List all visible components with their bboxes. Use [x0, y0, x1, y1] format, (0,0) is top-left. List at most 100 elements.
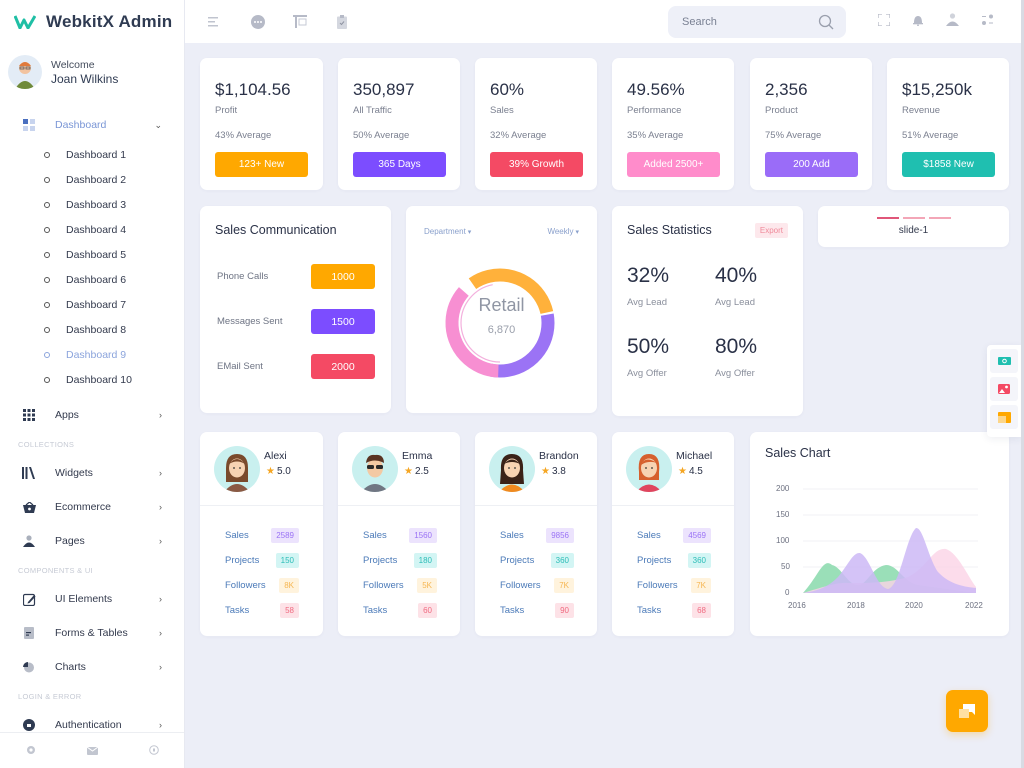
bell-icon[interactable]: [912, 13, 924, 31]
row-label: Projects: [637, 555, 672, 566]
row-value: 1560: [409, 528, 437, 543]
y-tick: 100: [776, 536, 790, 545]
chat-icon[interactable]: [251, 14, 265, 29]
star-icon: ★: [541, 466, 550, 477]
sidebar-item-ecommerce[interactable]: Ecommerce ›: [0, 490, 184, 524]
stat-button[interactable]: 39% Growth: [490, 152, 583, 177]
sidebar-item-pages[interactable]: Pages ›: [0, 524, 184, 558]
sidebar-subitem-dashboard-7[interactable]: Dashboard 7: [0, 292, 184, 317]
person-rating: ★ 5.0: [266, 466, 291, 477]
row-value: 5K: [417, 578, 437, 593]
sidebar-subitem-dashboard-2[interactable]: Dashboard 2: [0, 167, 184, 192]
stat-card-product: 2,356 Product 75% Average 200 Add: [750, 58, 872, 190]
section-label-login: LOGIN & ERROR: [18, 691, 82, 701]
sidebar-item-widgets[interactable]: Widgets ›: [0, 456, 184, 490]
avatar: [214, 446, 260, 492]
sidebar-subitem-dashboard-3[interactable]: Dashboard 3: [0, 192, 184, 217]
search-icon[interactable]: [818, 14, 834, 30]
sidebar-subitem-dashboard-8[interactable]: Dashboard 8: [0, 317, 184, 342]
clipboard-icon[interactable]: [335, 14, 349, 29]
export-button[interactable]: Export: [754, 223, 788, 238]
sales-statistics-card: Sales Statistics Export 32% Avg Lead 40%…: [612, 206, 803, 416]
sidebar-subitem-dashboard-9[interactable]: Dashboard 9: [0, 342, 184, 367]
sidebar-subitem-dashboard-6[interactable]: Dashboard 6: [0, 267, 184, 292]
slider-indicator-2[interactable]: [903, 217, 925, 219]
stat-button[interactable]: Added 2500+: [627, 152, 720, 177]
sidebar-subitem-dashboard-5[interactable]: Dashboard 5: [0, 242, 184, 267]
user-profile[interactable]: Welcome Joan Wilkins: [0, 44, 184, 100]
person-card-brandon: Brandon ★ 3.8 Sales 9856 Projects 360 Follo…: [475, 432, 597, 636]
mail-icon[interactable]: [86, 742, 98, 760]
basket-icon: [22, 500, 36, 514]
x-tick: 2022: [965, 601, 983, 610]
folder-icon[interactable]: [990, 405, 1018, 429]
comm-value[interactable]: 2000: [311, 354, 375, 379]
settings-icon[interactable]: [26, 742, 36, 760]
sidebar-item-label: Widgets: [55, 467, 93, 479]
apps-icon[interactable]: [981, 13, 994, 31]
topbar-right-icons: [877, 13, 994, 31]
person-row-projects: Projects 180: [363, 553, 437, 568]
slider-indicator-1[interactable]: [877, 217, 899, 219]
sidebar-nav: Dashboard ⌄ Dashboard 1 Dashboard 2 Dash…: [0, 108, 184, 742]
avatar: [626, 446, 672, 492]
gallery-icon[interactable]: [990, 377, 1018, 401]
user-icon[interactable]: [946, 13, 959, 31]
sidebar-item-charts[interactable]: Charts ›: [0, 650, 184, 684]
sidebar-subitem-dashboard-10[interactable]: Dashboard 10: [0, 367, 184, 392]
sidebar-item-dashboard[interactable]: Dashboard ⌄: [0, 108, 184, 142]
person-rating: ★ 3.8: [541, 466, 566, 477]
fullscreen-icon[interactable]: [877, 13, 891, 31]
star-icon: ★: [266, 466, 275, 477]
sidebar-item-apps[interactable]: Apps ›: [0, 398, 184, 432]
search-box[interactable]: [668, 6, 846, 38]
circle-icon: [42, 177, 51, 183]
grid-icon: [22, 118, 36, 132]
stat-button[interactable]: 365 Days: [353, 152, 446, 177]
x-tick: 2018: [847, 601, 865, 610]
person-rating: ★ 4.5: [678, 466, 703, 477]
stat-button[interactable]: 200 Add: [765, 152, 858, 177]
comm-value[interactable]: 1500: [311, 309, 375, 334]
y-tick: 200: [776, 484, 790, 493]
stat-label: All Traffic: [353, 105, 392, 116]
person-row-tasks: Tasks 60: [363, 603, 437, 618]
power-icon[interactable]: [148, 742, 159, 760]
stat-button[interactable]: 123+ New: [215, 152, 308, 177]
chevron-down-icon: ⌄: [154, 119, 162, 130]
row-value: 180: [413, 553, 437, 568]
department-dropdown[interactable]: Department: [424, 227, 471, 236]
stat-label: Avg Lead: [627, 297, 667, 308]
person-card-header: [338, 432, 460, 506]
flag-icon[interactable]: [293, 15, 307, 29]
stat-average: 43% Average: [215, 130, 272, 141]
person-row-sales: Sales 4569: [637, 528, 711, 543]
sidebar-item-ui-elements[interactable]: UI Elements ›: [0, 582, 184, 616]
money-icon[interactable]: [990, 349, 1018, 373]
slider-card: slide-1: [818, 206, 1009, 247]
comm-value[interactable]: 1000: [311, 264, 375, 289]
pie-chart-icon: [22, 660, 36, 674]
menu-icon[interactable]: [207, 15, 221, 29]
person-rating: ★ 2.5: [404, 466, 429, 477]
sidebar-subitem-dashboard-4[interactable]: Dashboard 4: [0, 217, 184, 242]
circle-icon: [42, 302, 51, 308]
person-card-header: [200, 432, 323, 506]
row-value: 90: [555, 603, 574, 618]
search-input[interactable]: [682, 16, 812, 28]
stat-label: Avg Offer: [627, 368, 667, 379]
chat-fab-button[interactable]: [946, 690, 988, 732]
slider-indicator-3[interactable]: [929, 217, 951, 219]
brand[interactable]: WebkitX Admin: [0, 0, 184, 44]
sidebar-subitem-dashboard-1[interactable]: Dashboard 1: [0, 142, 184, 167]
area-chart: [803, 488, 978, 593]
stat-value: 350,897: [353, 80, 415, 99]
stat-button[interactable]: $1858 New: [902, 152, 995, 177]
page-scrollbar[interactable]: [1021, 0, 1024, 768]
sidebar-item-forms-tables[interactable]: Forms & Tables ›: [0, 616, 184, 650]
period-dropdown[interactable]: Weekly: [547, 227, 579, 236]
sidebar-item-authentication[interactable]: Authentication ›: [0, 708, 184, 742]
chevron-right-icon: ›: [159, 594, 162, 604]
stat-value: $1,104.56: [215, 80, 291, 99]
sidebar-item-label: Forms & Tables: [55, 627, 128, 639]
